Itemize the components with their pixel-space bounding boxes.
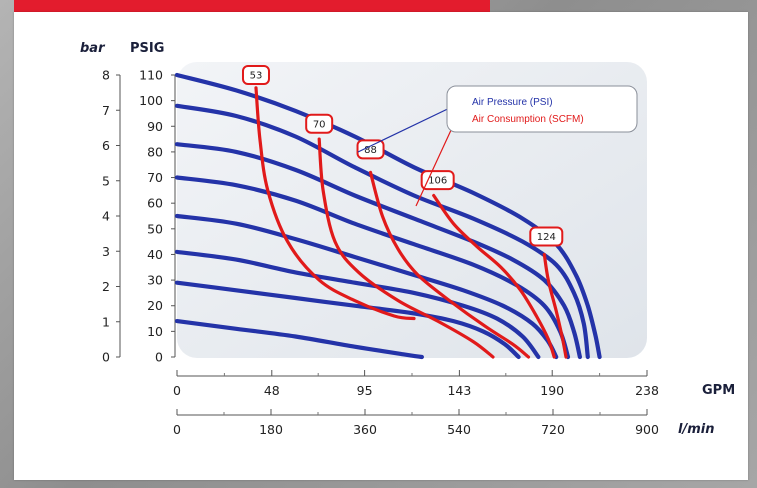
gpm-tick-label: 48 [264, 383, 280, 398]
psig-axis-ticks: 0 10 20 30 40 50 60 70 80 90 100 110 [139, 68, 175, 365]
air-pressure-curve-55 [174, 213, 559, 360]
bar-tick-label: 2 [102, 279, 110, 294]
air-pressure-curve-14 [174, 319, 424, 360]
psig-tick-label: 0 [155, 350, 163, 365]
psig-tick-label: 10 [147, 324, 163, 339]
bar-tick-label: 5 [102, 173, 110, 188]
psig-tick-label: 50 [147, 221, 163, 236]
consumption-label-106: 106 [428, 176, 447, 187]
gpm-tick-label: 143 [447, 383, 471, 398]
legend-entry-air-pressure: Air Pressure (PSI) [472, 97, 553, 108]
air-pressure-curves [174, 72, 602, 360]
air-pressure-curve-110 [174, 72, 602, 360]
psig-tick-label: 100 [139, 93, 163, 108]
bar-tick-label: 6 [102, 138, 110, 153]
consumption-label-124: 124 [537, 232, 556, 243]
lmin-axis-ticks: 0 180 360 540 720 900 [173, 409, 659, 437]
psig-tick-label: 60 [147, 196, 163, 211]
psig-tick-label: 80 [147, 144, 163, 159]
gpm-axis-ticks: 0 48 95 143 190 238 [173, 370, 659, 398]
consumption-label-53: 53 [250, 71, 263, 82]
air-pressure-curve-28 [174, 280, 521, 360]
gpm-axis-title: GPM [702, 383, 735, 398]
left-axis-title-bar: bar [80, 41, 106, 56]
lmin-axis-title: l/min [678, 422, 714, 437]
consumption-label-88: 88 [364, 145, 377, 156]
lmin-tick-label: 900 [635, 422, 659, 437]
gpm-tick-label: 238 [635, 383, 659, 398]
consumption-label-70: 70 [313, 119, 326, 130]
air-pressure-curve-40 [174, 249, 541, 360]
psig-tick-label: 70 [147, 170, 163, 185]
air-pressure-curve-70 [174, 175, 571, 360]
air-consumption-curve-124 [542, 252, 568, 359]
consumption-label-box [241, 65, 270, 85]
lmin-tick-label: 540 [447, 422, 471, 437]
air-consumption-curve-53 [254, 86, 416, 321]
gpm-tick-label: 190 [540, 383, 564, 398]
bar-tick-label: 7 [102, 103, 110, 118]
bar-tick-label: 0 [102, 350, 110, 365]
gpm-tick-label: 95 [357, 383, 373, 398]
consumption-label-box [305, 113, 334, 134]
air-consumption-labels: 53 70 88 106 124 [241, 65, 564, 247]
psig-tick-label: 20 [147, 298, 163, 313]
right-axis-title-psig: PSIG [130, 41, 164, 56]
gpm-tick-label: 0 [173, 383, 181, 398]
air-consumption-curve-88 [368, 170, 531, 359]
lmin-tick-label: 360 [353, 422, 377, 437]
air-consumption-curve-106 [432, 193, 556, 359]
air-pressure-curve-100 [174, 103, 590, 360]
bar-tick-label: 8 [102, 68, 110, 83]
consumption-label-box [529, 226, 564, 247]
legend-box [446, 85, 638, 133]
legend-entry-air-consumption: Air Consumption (SCFM) [472, 114, 584, 125]
lmin-tick-label: 180 [259, 422, 283, 437]
lmin-tick-label: 0 [173, 422, 181, 437]
air-consumption-curve-70 [317, 137, 495, 359]
psig-tick-label: 40 [147, 247, 163, 262]
air-consumption-curves [254, 86, 568, 359]
bar-axis-ticks: 0 1 2 3 4 5 6 7 8 [102, 68, 120, 365]
bar-tick-label: 1 [102, 314, 110, 329]
bar-tick-label: 3 [102, 244, 110, 259]
chart-legend: Air Pressure (PSI) Air Consumption (SCFM… [357, 85, 638, 207]
bar-tick-label: 4 [102, 209, 110, 224]
consumption-label-box [356, 139, 385, 160]
psig-tick-label: 90 [147, 119, 163, 134]
legend-pointer-pressure [357, 103, 459, 153]
psig-tick-label: 110 [139, 68, 163, 83]
psig-tick-label: 30 [147, 273, 163, 288]
lmin-tick-label: 720 [541, 422, 565, 437]
header-accent-bar [14, 0, 490, 12]
